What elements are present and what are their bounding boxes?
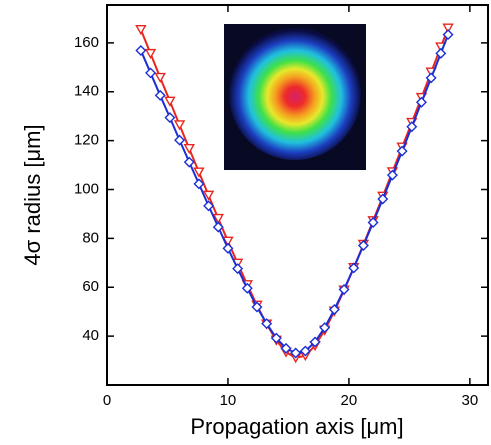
y-tick-label: 60 [82, 278, 99, 295]
data-point [241, 282, 253, 294]
data-point [290, 347, 302, 359]
x-tick-label: 10 [220, 392, 237, 409]
x-tick-label: 30 [462, 392, 479, 409]
data-point [173, 120, 186, 131]
data-point [202, 190, 215, 201]
data-point [251, 301, 263, 313]
data-point [357, 239, 369, 251]
data-point [174, 134, 186, 146]
y-tick-label: 160 [74, 34, 99, 51]
data-point [193, 167, 205, 178]
data-point [193, 178, 205, 190]
data-point [386, 169, 398, 181]
data-point [367, 217, 379, 228]
data-point [328, 303, 340, 315]
data-point [212, 213, 224, 225]
data-point [135, 44, 147, 56]
data-point [280, 342, 292, 354]
data-point [164, 112, 176, 124]
y-tick-label: 100 [74, 180, 99, 197]
data-point [270, 332, 282, 344]
data-point [377, 193, 389, 205]
data-point [144, 48, 157, 60]
plot-frame [106, 4, 489, 386]
y-tick-label: 120 [74, 132, 99, 149]
data-point [164, 96, 176, 107]
data-point [154, 89, 166, 101]
x-axis-label: Propagation axis [μm] [190, 414, 403, 439]
y-tick-label: 80 [82, 229, 99, 246]
y-tick-label: 140 [74, 83, 99, 100]
data-point [406, 121, 418, 133]
x-tick-label: 0 [103, 392, 111, 409]
data-point [145, 67, 157, 79]
data-point [299, 345, 311, 357]
inset-beam-image [229, 28, 361, 160]
data-point [135, 24, 147, 36]
data-point [203, 200, 215, 212]
data-point [183, 143, 195, 155]
data-point [442, 23, 454, 34]
data-point [425, 72, 437, 84]
data-point [212, 221, 224, 233]
x-tick-label: 20 [341, 392, 358, 409]
data-point [415, 96, 427, 108]
data-point [232, 263, 244, 275]
data-point [396, 145, 408, 157]
data-point [442, 29, 454, 41]
data-point [348, 262, 360, 274]
data-point [183, 156, 195, 168]
data-point [338, 283, 350, 295]
y-axis-label: 4σ radius [μm] [20, 124, 45, 265]
data-point [154, 72, 166, 84]
data-point [435, 47, 447, 59]
data-point [319, 322, 331, 334]
y-tick-label: 40 [82, 327, 99, 344]
data-point [309, 336, 321, 348]
data-point [261, 318, 273, 330]
data-point [222, 242, 234, 254]
